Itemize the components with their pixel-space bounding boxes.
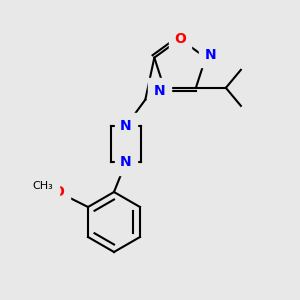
Text: N: N	[154, 84, 165, 98]
Text: N: N	[120, 119, 132, 133]
Text: CH₃: CH₃	[33, 181, 53, 191]
Text: N: N	[204, 48, 216, 62]
Text: N: N	[120, 155, 132, 169]
Text: O: O	[174, 32, 186, 46]
Text: O: O	[52, 185, 64, 199]
